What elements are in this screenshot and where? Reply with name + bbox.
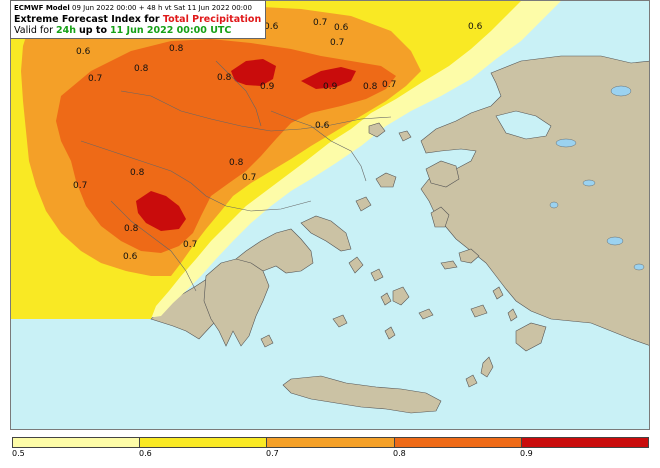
contour-label: 0.8	[130, 168, 145, 178]
map-area: 0.6 0.7 0.6 0.7 0.6 0.6 0.8 0.8 0.7 0.8 …	[10, 0, 650, 430]
island-lemnos	[375, 172, 397, 188]
island-thasos	[368, 122, 386, 138]
legend-swatch-09	[521, 438, 649, 447]
contour-label: 0.8	[229, 158, 244, 168]
contour-label: 0.7	[330, 38, 344, 48]
island-crete	[282, 375, 442, 414]
title-prefix: Extreme Forecast Index for	[14, 14, 160, 25]
contour-label: 0.9	[260, 82, 275, 92]
contour-label: 0.6	[76, 47, 91, 57]
contour-label: 0.8	[134, 64, 149, 74]
contour-label: 0.7	[88, 74, 102, 84]
legend-swatch-06	[140, 438, 268, 447]
contour-label: 0.7	[242, 173, 256, 183]
border-2	[80, 140, 312, 212]
island-symi	[507, 308, 518, 322]
contour-label: 0.6	[315, 121, 330, 131]
island-naxos	[392, 286, 410, 306]
valid-date: 11 Jun 2022 00:00 UTC	[110, 25, 232, 36]
border-3	[215, 60, 262, 127]
island-lesvos	[425, 160, 460, 188]
contour-label: 0.6	[334, 23, 349, 33]
island-tinos	[370, 268, 384, 282]
valid-period: 24h	[56, 25, 76, 36]
land-anatolia	[420, 55, 649, 346]
contour-label: 0.7	[313, 18, 327, 28]
legend-swatch-08	[394, 438, 522, 447]
island-euboea	[300, 215, 352, 252]
island-kythira	[260, 334, 274, 348]
efi-area-09b	[301, 67, 356, 89]
island-skyros	[355, 196, 372, 212]
contour-labels: 0.6 0.7 0.6 0.7 0.6 0.6 0.8 0.8 0.7 0.8 …	[73, 18, 483, 262]
contour-label: 0.8	[217, 73, 232, 83]
border-5	[270, 110, 367, 182]
contour-label: 0.9	[323, 82, 338, 92]
legend-ticks: 0.5 0.6 0.7 0.8 0.9	[0, 449, 660, 463]
island-amorgos	[418, 308, 434, 320]
border-1	[120, 90, 392, 132]
contour-label: 0.7	[183, 240, 197, 250]
contour-label: 0.8	[124, 224, 139, 234]
country-borders	[80, 60, 392, 292]
sea-marmara	[495, 110, 552, 140]
island-kos	[470, 304, 488, 318]
title-parameter: Total Precipitation	[162, 14, 262, 25]
island-samos	[458, 248, 480, 264]
contour-label: 0.8	[169, 44, 184, 54]
contour-label: 0.6	[264, 22, 279, 32]
valid-mid: up to	[79, 25, 107, 36]
forecast-map: 0.6 0.7 0.6 0.7 0.6 0.6 0.8 0.8 0.7 0.8 …	[11, 1, 649, 429]
legend-tick: 0.6	[139, 449, 152, 458]
legend-swatch-07	[267, 438, 395, 447]
contour-label: 0.8	[363, 82, 378, 92]
lake-2	[610, 85, 632, 97]
efi-area-09a	[231, 59, 276, 86]
lake-4	[606, 236, 624, 246]
island-leros	[492, 286, 504, 300]
header-valid-line: Valid for 24h up to 11 Jun 2022 00:00 UT…	[14, 25, 261, 36]
island-karpathos	[480, 356, 494, 378]
lake-3	[582, 179, 596, 187]
contour-label: 0.7	[73, 181, 87, 191]
legend-tick: 0.5	[12, 449, 25, 458]
efi-area-09c	[136, 191, 186, 231]
island-milos	[332, 314, 348, 328]
lake-6	[549, 201, 559, 209]
island-rhodes	[515, 322, 547, 352]
island-chios	[430, 206, 450, 228]
island-paros	[380, 292, 392, 306]
island-samothrace	[398, 130, 412, 142]
aegean-islands	[260, 122, 547, 414]
island-kasos	[465, 374, 478, 388]
lake-5	[633, 263, 645, 271]
legend-tick: 0.9	[520, 449, 533, 458]
color-legend	[12, 437, 649, 448]
contour-label: 0.6	[468, 22, 483, 32]
legend-swatch-05	[13, 438, 141, 447]
island-ikaria	[440, 260, 458, 270]
island-santorini	[384, 326, 396, 340]
model-name: ECMWF Model	[14, 4, 70, 12]
run-info: 09 Jun 2022 00:00 + 48 h vt Sat 11 Jun 2…	[72, 4, 252, 12]
valid-prefix: Valid for	[14, 25, 53, 36]
legend-tick: 0.7	[266, 449, 279, 458]
header-run-line: ECMWF Model 09 Jun 2022 00:00 + 48 h vt …	[14, 3, 261, 14]
border-4	[110, 200, 197, 292]
legend-tick: 0.8	[393, 449, 406, 458]
header-title-line: Extreme Forecast Index for Total Precipi…	[14, 14, 261, 25]
lake-1	[555, 138, 577, 148]
contour-label: 0.7	[382, 80, 396, 90]
land-peloponnese	[203, 258, 270, 347]
lakes	[549, 85, 645, 271]
map-header: ECMWF Model 09 Jun 2022 00:00 + 48 h vt …	[10, 0, 267, 39]
contour-label: 0.6	[123, 252, 138, 262]
island-andros	[348, 256, 364, 274]
